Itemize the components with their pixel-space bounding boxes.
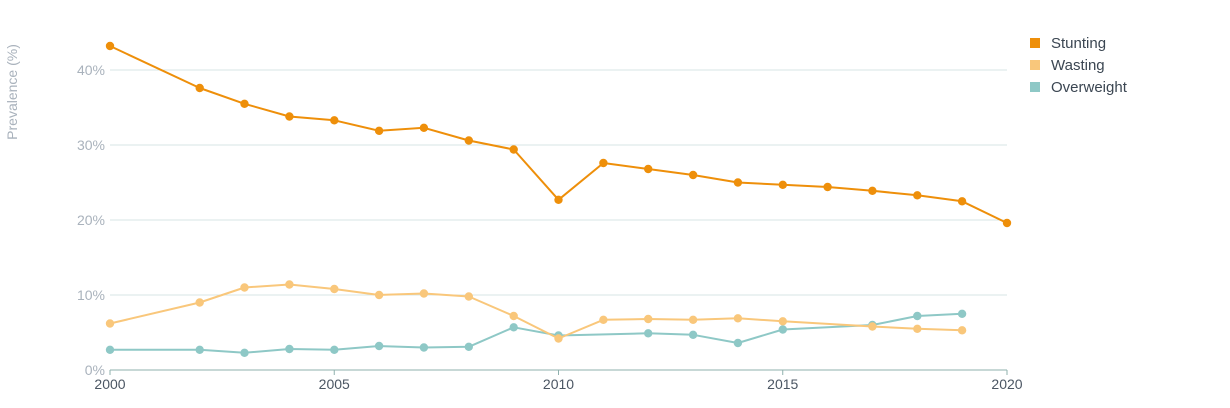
data-point-overweight[interactable] [464,342,473,351]
y-tick-label: 30% [77,137,105,153]
data-point-wasting[interactable] [419,289,429,298]
data-point-stunting[interactable] [913,191,922,200]
legend-item-stunting[interactable]: Stunting [1030,35,1106,52]
data-point-overweight[interactable] [419,343,429,352]
data-point-wasting[interactable] [957,326,967,335]
legend-swatch [1030,60,1040,70]
series-line-stunting [109,45,1008,224]
legend-swatch [1030,38,1040,48]
data-point-overweight[interactable] [644,329,653,338]
series-wasting [105,280,967,343]
series-stunting [105,41,1012,228]
data-point-stunting[interactable] [419,123,429,132]
series-line-wasting [109,283,963,340]
legend-label: Overweight [1051,79,1128,96]
data-point-wasting[interactable] [599,315,608,324]
data-point-wasting[interactable] [509,311,518,321]
data-point-stunting[interactable] [733,178,743,187]
data-point-wasting[interactable] [644,314,653,324]
x-tick-label: 2020 [991,376,1022,392]
data-point-stunting[interactable] [688,170,698,180]
data-point-overweight[interactable] [240,348,249,357]
data-point-wasting[interactable] [330,284,339,294]
data-point-stunting[interactable] [285,112,294,121]
data-point-wasting[interactable] [105,319,115,328]
y-tick-label: 40% [77,62,105,78]
data-point-wasting[interactable] [688,315,698,324]
data-point-wasting[interactable] [374,290,384,300]
data-point-overweight[interactable] [374,341,384,351]
data-point-wasting[interactable] [285,280,294,289]
series-line-overweight [110,312,963,354]
data-point-stunting[interactable] [823,182,832,192]
data-point-stunting[interactable] [105,41,115,51]
data-point-wasting[interactable] [868,322,877,331]
data-point-stunting[interactable] [644,164,653,174]
data-point-stunting[interactable] [778,180,787,189]
data-point-wasting[interactable] [778,317,787,326]
data-point-stunting[interactable] [868,186,877,195]
data-point-overweight[interactable] [285,344,294,354]
data-point-stunting[interactable] [957,197,967,206]
data-point-stunting[interactable] [509,145,518,154]
x-tick-label: 2000 [94,376,125,392]
series-overweight [105,309,967,357]
legend-item-wasting[interactable]: Wasting [1030,57,1105,74]
axes: Prevalence (%) 0% 10% 20% 30% 40% 2000 2005 201… [4,44,1023,392]
data-point-stunting[interactable] [554,195,563,204]
series-lines [105,41,1012,357]
data-point-stunting[interactable] [1002,218,1012,228]
data-point-wasting[interactable] [733,314,743,323]
data-point-overweight[interactable] [105,345,115,354]
data-point-stunting[interactable] [374,126,384,135]
legend: Stunting Wasting Overweight [1030,35,1128,96]
data-point-stunting[interactable] [240,99,249,109]
data-point-stunting[interactable] [464,136,473,145]
data-point-overweight[interactable] [688,330,698,339]
data-point-wasting[interactable] [554,334,563,343]
y-axis-label: Prevalence (%) [4,44,20,140]
data-point-wasting[interactable] [464,292,473,301]
y-tick-label: 10% [77,287,105,303]
data-point-overweight[interactable] [913,311,922,321]
gridlines [110,69,1007,371]
legend-swatch [1030,82,1040,92]
data-point-overweight[interactable] [733,338,743,348]
data-point-overweight[interactable] [957,309,967,318]
data-point-overweight[interactable] [509,323,518,332]
data-point-wasting[interactable] [195,298,204,307]
data-point-stunting[interactable] [330,116,339,125]
legend-item-overweight[interactable]: Overweight [1030,79,1128,96]
data-point-overweight[interactable] [330,345,339,354]
y-tick-label: 20% [77,212,105,228]
legend-label: Stunting [1051,35,1106,52]
x-tick-label: 2010 [543,376,574,392]
data-point-overweight[interactable] [778,325,787,334]
legend-label: Wasting [1051,57,1105,74]
y-tick-label: 0% [85,362,105,378]
data-point-wasting[interactable] [240,283,249,292]
data-point-stunting[interactable] [599,158,608,168]
data-point-wasting[interactable] [913,324,922,333]
data-point-stunting[interactable] [195,83,204,93]
data-point-overweight[interactable] [195,345,204,354]
x-tick-label: 2005 [319,376,350,392]
x-tick-label: 2015 [767,376,798,392]
